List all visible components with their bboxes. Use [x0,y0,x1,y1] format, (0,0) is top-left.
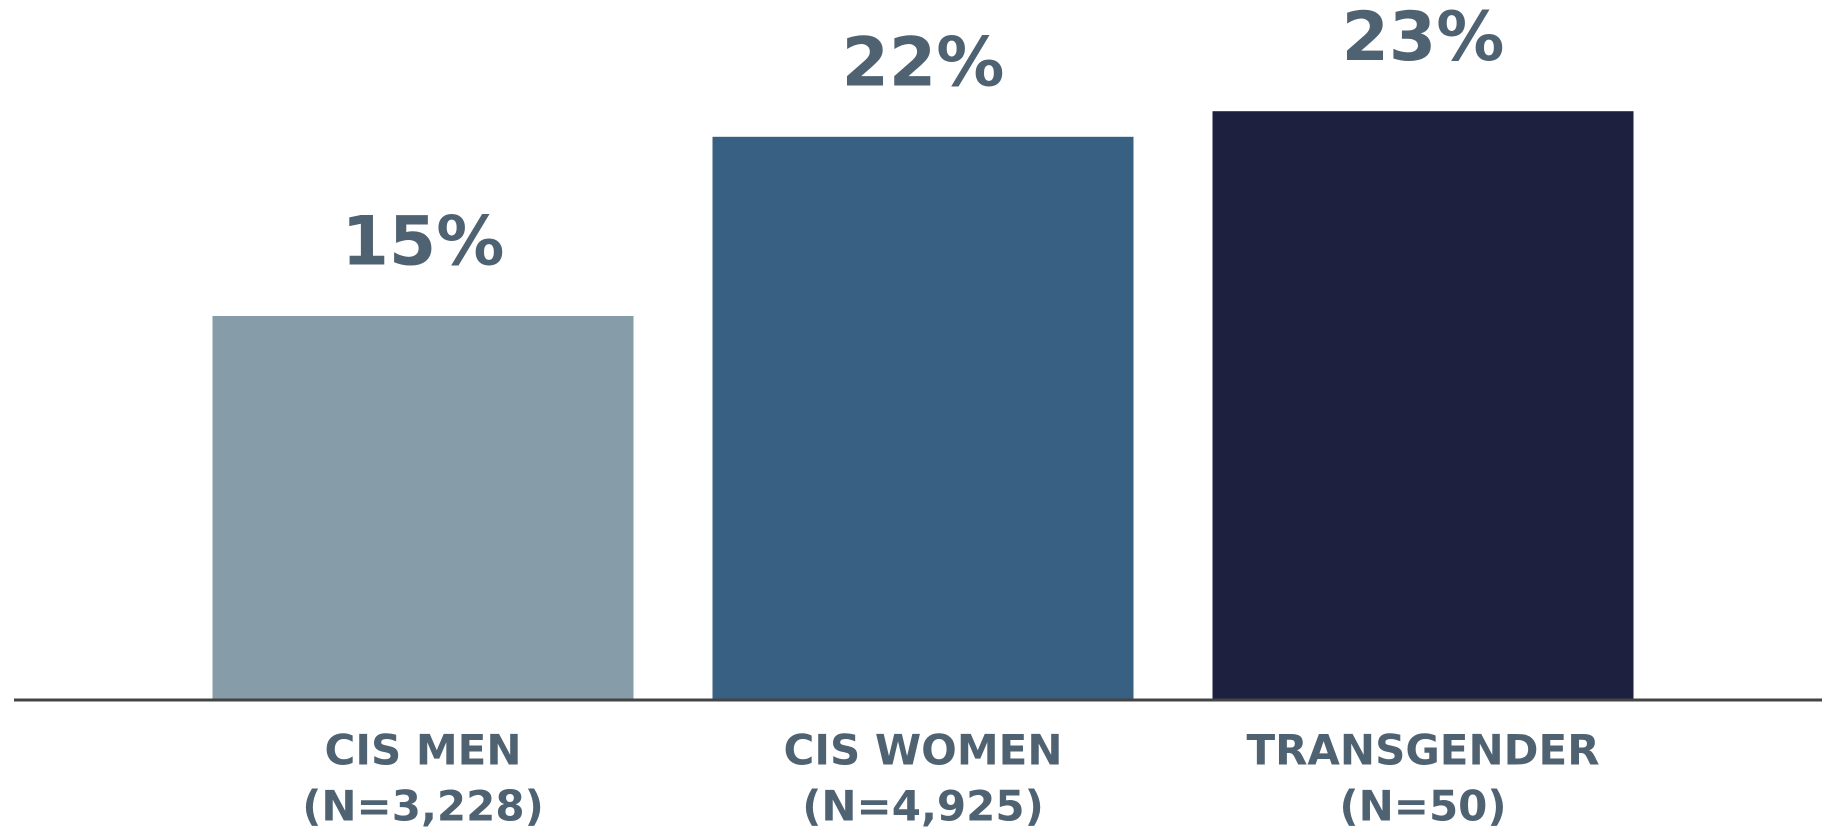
bar [212,316,634,700]
value-label: 23% [1342,0,1505,77]
value-label: 22% [842,23,1005,102]
sample-size-label: (N=50) [1339,782,1506,831]
sample-size-label: (N=3,228) [302,782,544,831]
bar [1212,111,1634,700]
x-tick-label: TRANSGENDER [1246,726,1599,775]
x-tick-label: CIS WOMEN [784,726,1063,775]
bar [712,136,1134,701]
sample-size-label: (N=4,925) [802,782,1044,831]
value-label: 15% [342,203,505,282]
x-tick-label: CIS MEN [325,726,522,775]
